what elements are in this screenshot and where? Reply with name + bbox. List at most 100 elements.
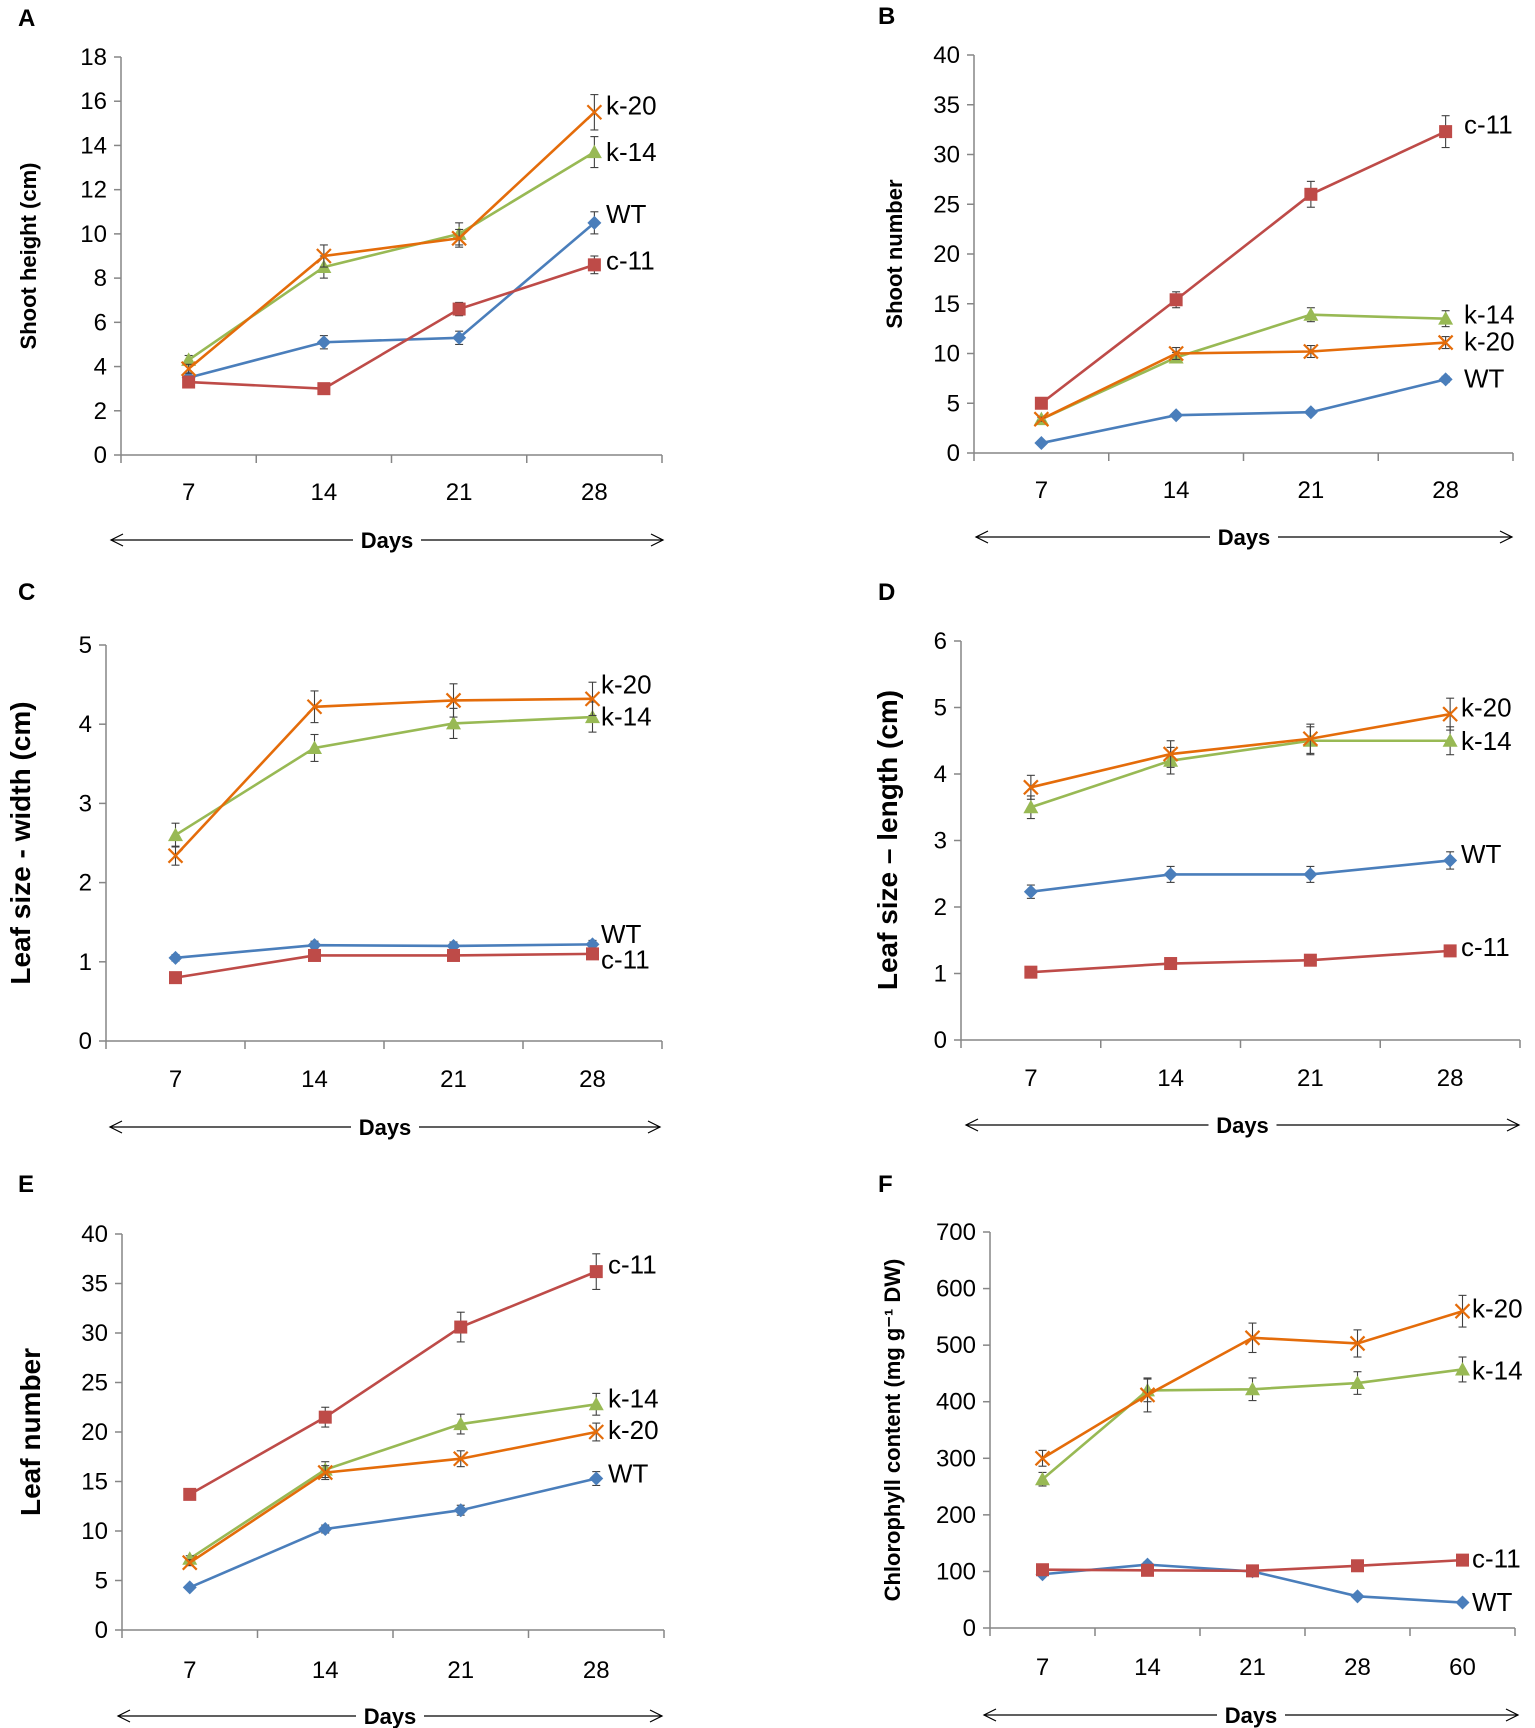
series-k-20-point-3-stroke-b bbox=[1349, 1335, 1366, 1352]
y-tick-label: 600 bbox=[936, 1276, 976, 1303]
series-c-11-point-1 bbox=[318, 1410, 332, 1424]
y-tick-label: 200 bbox=[936, 1502, 976, 1529]
y-tick-label: 3 bbox=[79, 790, 92, 817]
series-k-20-point-0-stroke-b bbox=[1034, 1450, 1051, 1467]
series-k-20-line bbox=[187, 111, 596, 370]
y-tick-label: 16 bbox=[80, 88, 107, 115]
series-k-20-point-3-stroke-b bbox=[1437, 334, 1454, 351]
series-k-20-point-0-stroke-b bbox=[1023, 779, 1039, 796]
series-c-11-point-1 bbox=[308, 948, 321, 962]
series-k-20 bbox=[181, 1422, 605, 1571]
series-c-11-line bbox=[1040, 130, 1447, 405]
series-k-20-point-1 bbox=[316, 248, 332, 264]
series-k-20-point-1 bbox=[1162, 746, 1179, 762]
y-tick-label: 0 bbox=[95, 1617, 108, 1644]
series-k-20-point-1 bbox=[317, 1464, 334, 1481]
series-c-11-point-2 bbox=[454, 1320, 468, 1334]
series-k-20-point-2 bbox=[445, 692, 462, 709]
series-label-c-11: c-11 bbox=[606, 245, 655, 275]
y-axis-title: Shoot height (cm) bbox=[16, 163, 41, 350]
series-label-k-20: k-20 bbox=[1472, 1293, 1523, 1323]
series-label-c-11: c-11 bbox=[608, 1250, 657, 1280]
series-c-11-point-4 bbox=[1456, 1553, 1469, 1567]
series-k-14-point-1 bbox=[307, 740, 322, 754]
y-tick-label: 4 bbox=[934, 761, 947, 788]
y-axis-title: Leaf size – length (cm) bbox=[872, 690, 903, 990]
series-k-14-point-0 bbox=[168, 827, 183, 842]
x-axis-title: Days bbox=[1225, 1703, 1278, 1728]
series-label-k-14: k-14 bbox=[601, 701, 652, 731]
series-c-11-point-3 bbox=[1439, 125, 1453, 139]
y-tick-label: 2 bbox=[934, 894, 947, 921]
series-c-11-point-3 bbox=[587, 258, 601, 272]
series-k-20 bbox=[1034, 1294, 1471, 1467]
x-tick-label: 21 bbox=[446, 479, 473, 506]
y-tick-label: 500 bbox=[936, 1332, 976, 1359]
series-wt-line bbox=[189, 1477, 597, 1589]
series-k-20-point-1 bbox=[1168, 345, 1184, 362]
series-k-14-line bbox=[1030, 739, 1451, 809]
panel-letter: E bbox=[18, 1171, 34, 1198]
y-axis-title: Chlorophyll content (mg g⁻¹ DW) bbox=[880, 1259, 905, 1602]
series-wt-point-3 bbox=[1443, 853, 1458, 868]
series-k-14 bbox=[1035, 1356, 1470, 1487]
series-c-11-point-2 bbox=[1303, 953, 1317, 967]
y-tick-label: 4 bbox=[79, 711, 92, 738]
series-k-20-point-1-stroke-b bbox=[1168, 345, 1184, 362]
series-k-20-point-2-stroke-b bbox=[451, 230, 467, 247]
series-c-11 bbox=[1034, 115, 1453, 410]
panel-d: D 0 1 2 3 4 5 6 7 14 21 28 Leaf size – length (cm) Da… bbox=[872, 579, 1521, 1138]
series-c-11-point-3 bbox=[586, 947, 599, 961]
x-tick-label: 7 bbox=[169, 1066, 182, 1093]
x-tick-label: 14 bbox=[1157, 1065, 1184, 1092]
series-wt-point-1 bbox=[316, 335, 331, 350]
days-arrow-right-head bbox=[650, 533, 665, 547]
y-tick-label: 30 bbox=[81, 1320, 108, 1347]
series-k-20-point-0 bbox=[1023, 779, 1039, 796]
x-tick-label: 28 bbox=[579, 1066, 606, 1093]
series-c-11 bbox=[1036, 1553, 1469, 1578]
series-k-20-point-3 bbox=[584, 691, 601, 707]
series-label-c-11: c-11 bbox=[1461, 932, 1510, 962]
y-tick-label: 25 bbox=[81, 1370, 108, 1397]
y-tick-label: 6 bbox=[934, 628, 947, 655]
series-k-20-point-0 bbox=[181, 1554, 198, 1571]
series-c-11-point-0 bbox=[1036, 1563, 1049, 1577]
series-k-20-point-0 bbox=[1033, 411, 1050, 427]
series-k-20-point-2-stroke-b bbox=[1302, 730, 1319, 747]
series-k-20 bbox=[167, 681, 601, 866]
series-k-20 bbox=[180, 94, 603, 377]
series-wt-line bbox=[188, 221, 596, 379]
y-tick-label: 10 bbox=[933, 341, 960, 368]
series-wt bbox=[1034, 372, 1453, 451]
panel-letter: A bbox=[18, 5, 35, 32]
y-tick-label: 30 bbox=[933, 142, 960, 169]
series-k-20-point-2 bbox=[1302, 730, 1319, 747]
series-k-20-point-1-stroke-b bbox=[1162, 746, 1179, 762]
x-tick-label: 14 bbox=[312, 1657, 339, 1684]
series-wt-point-1 bbox=[307, 938, 322, 953]
days-arrow-left-head bbox=[964, 1118, 979, 1132]
y-tick-label: 25 bbox=[933, 191, 960, 218]
series-wt-point-4 bbox=[1455, 1595, 1470, 1610]
x-axis-title: Days bbox=[359, 1115, 412, 1140]
y-tick-label: 2 bbox=[94, 398, 107, 425]
series-k-20-point-0 bbox=[1034, 1450, 1051, 1467]
series-k-20-point-4 bbox=[1454, 1303, 1471, 1319]
y-tick-label: 400 bbox=[936, 1389, 976, 1416]
series-k-20-point-3-stroke-b bbox=[586, 104, 603, 121]
panel-e: E 0 5 10 15 20 25 30 35 40 7 14 21 28 Leaf number Days c… bbox=[15, 1171, 665, 1728]
series-k-20-line bbox=[174, 697, 593, 857]
days-arrow-right-head bbox=[647, 1120, 662, 1134]
series-c-11 bbox=[169, 947, 599, 985]
x-tick-label: 60 bbox=[1449, 1654, 1476, 1681]
series-k-14 bbox=[168, 701, 600, 848]
x-tick-label: 21 bbox=[440, 1066, 467, 1093]
series-wt-point-2 bbox=[452, 330, 467, 345]
series-k-20-point-0-stroke-b bbox=[181, 1554, 198, 1571]
series-k-20-point-3 bbox=[1437, 334, 1454, 351]
series-k-14-point-2 bbox=[453, 1416, 469, 1431]
series-label-wt: WT bbox=[608, 1459, 649, 1489]
series-c-11 bbox=[1024, 944, 1457, 979]
